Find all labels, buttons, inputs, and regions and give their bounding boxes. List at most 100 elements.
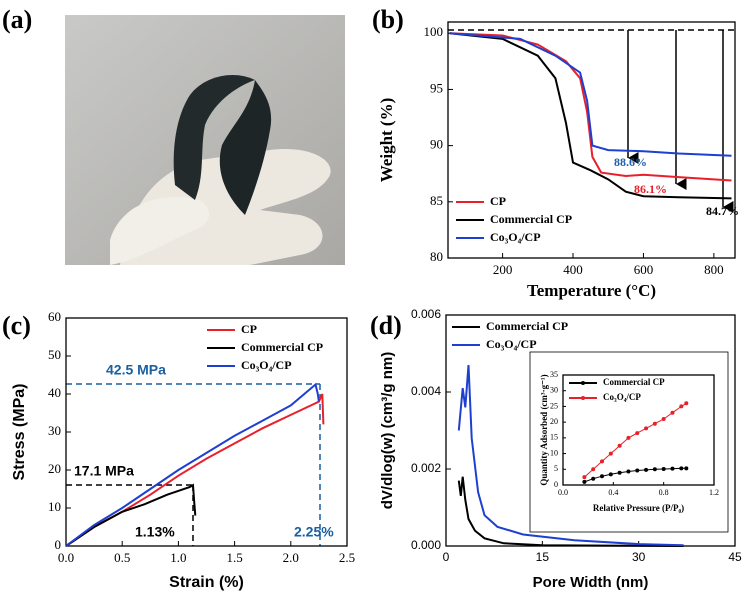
y-tick-label: 0 — [55, 537, 62, 552]
series-marker — [617, 443, 622, 448]
y-tick-label: 20 — [48, 461, 61, 476]
series-marker — [600, 474, 605, 479]
x-tick-label: 1.5 — [226, 550, 242, 565]
x-tick-label: 0.5 — [114, 550, 130, 565]
x-tick-label: 1.0 — [170, 550, 186, 565]
x-tick-label: 45 — [728, 550, 742, 564]
y-tick-label: 30 — [48, 423, 61, 438]
series-marker — [617, 470, 622, 475]
y-tick-label: 0.002 — [411, 461, 441, 475]
annotation: 2.25% — [294, 524, 334, 540]
y-axis-label: Stress (MPa) — [11, 384, 28, 481]
x-tick-label: 200 — [493, 262, 513, 277]
annotation: 42.5 MPa — [106, 362, 166, 378]
x-axis-label: Temperature (°C) — [527, 281, 656, 300]
y-tick-label: 20 — [550, 417, 558, 426]
y-tick-label: 0.006 — [411, 307, 441, 321]
series-line — [457, 365, 684, 547]
legend-label: Co₃O₄/CP — [486, 337, 537, 351]
y-tick-label: 90 — [430, 137, 443, 152]
legend-label: CP — [490, 194, 506, 208]
legend-label: Co₃O₄/CP — [603, 392, 641, 402]
series-marker — [600, 459, 605, 464]
panel-label: (a) — [2, 5, 32, 34]
series-marker — [582, 475, 587, 480]
legend-label: Commercial CP — [241, 340, 323, 354]
x-tick-label: 2.0 — [283, 550, 299, 565]
y-tick-label: 0 — [554, 480, 558, 489]
annotation: 88.6% — [614, 155, 647, 169]
series-marker — [670, 410, 675, 415]
y-tick-label: 100 — [424, 24, 444, 39]
x-tick-label: 0.8 — [659, 488, 669, 497]
x-tick-label: 30 — [632, 550, 646, 564]
series-marker — [661, 417, 666, 421]
y-axis-label: Weight (%) — [377, 98, 396, 183]
series-line — [65, 483, 197, 547]
y-tick-label: 10 — [48, 499, 61, 514]
chart: 0.0 0.5 1.0 1.5 2.0 2.5 0 10 20 30 40 50 60 Strain (%… — [11, 309, 355, 591]
y-tick-label: 0.000 — [411, 538, 441, 552]
x-axis-label: Strain (%) — [169, 574, 244, 591]
chart: 200 400 600 800 80 85 90 95 100 Temperature (°C) W… — [377, 21, 739, 300]
legend-label: Commercial CP — [486, 319, 568, 333]
y-axis-label: dV/dlog(w) (cm³/g nm) — [379, 352, 396, 509]
panel-label: (c) — [2, 311, 31, 340]
chart: 0.0 0.4 0.8 1.2 0 5 10 15 20 25 30 35 Relative Press… — [539, 370, 719, 513]
y-tick-label: 80 — [430, 249, 443, 264]
photo — [65, 15, 345, 265]
x-tick-label: 15 — [536, 550, 550, 564]
y-tick-label: 60 — [48, 309, 61, 324]
panel-label: (b) — [372, 5, 404, 34]
legend-marker — [581, 381, 585, 385]
x-tick-label: 0.0 — [558, 488, 568, 497]
series-marker — [635, 468, 640, 473]
reference-lines — [66, 29, 735, 546]
legend-label: Commercial CP — [603, 377, 665, 387]
annotation: 17.1 MPa — [74, 463, 134, 479]
series-marker — [626, 469, 631, 474]
series-marker — [644, 426, 649, 431]
y-tick-label: 15 — [550, 433, 558, 442]
y-tick-label: 40 — [48, 385, 61, 400]
series-line — [65, 382, 320, 547]
series-line — [449, 32, 732, 182]
series-marker — [670, 466, 675, 471]
series-marker — [608, 451, 613, 456]
panel-label: (d) — [370, 311, 402, 340]
series-marker — [684, 466, 689, 471]
legend-label: Co₃O₄/CP — [241, 358, 292, 372]
annotation: 1.13% — [135, 524, 175, 540]
series-marker — [591, 467, 596, 472]
legend-label: Co₃O₄/CP — [490, 230, 541, 244]
series-marker — [679, 404, 684, 409]
x-axis-label: Relative Pressure (P/P₀) — [593, 503, 684, 513]
y-tick-label: 30 — [550, 386, 558, 395]
series-marker — [684, 401, 689, 406]
plot-frame — [562, 374, 715, 486]
series-line — [457, 476, 684, 547]
series-line — [449, 32, 732, 200]
series-marker — [626, 435, 631, 440]
x-tick-label: 400 — [563, 262, 583, 277]
series-marker — [652, 467, 657, 472]
series-line — [449, 32, 732, 157]
series-marker — [652, 421, 657, 426]
x-tick-label: 1.2 — [709, 488, 719, 497]
legend-marker — [581, 396, 585, 400]
series-marker — [608, 472, 613, 477]
plot-frame — [447, 21, 736, 259]
series-marker — [591, 476, 596, 481]
y-tick-label: 85 — [430, 193, 443, 208]
x-tick-label: 0.0 — [58, 550, 74, 565]
y-tick-label: 0.004 — [411, 384, 441, 398]
x-tick-label: 0 — [443, 550, 450, 564]
y-tick-label: 35 — [550, 370, 558, 379]
x-tick-label: 800 — [704, 262, 724, 277]
x-tick-label: 0.4 — [608, 488, 618, 497]
legend-label: Commercial CP — [490, 212, 572, 226]
annotation: 84.7% — [706, 204, 739, 218]
y-tick-label: 25 — [550, 401, 558, 410]
